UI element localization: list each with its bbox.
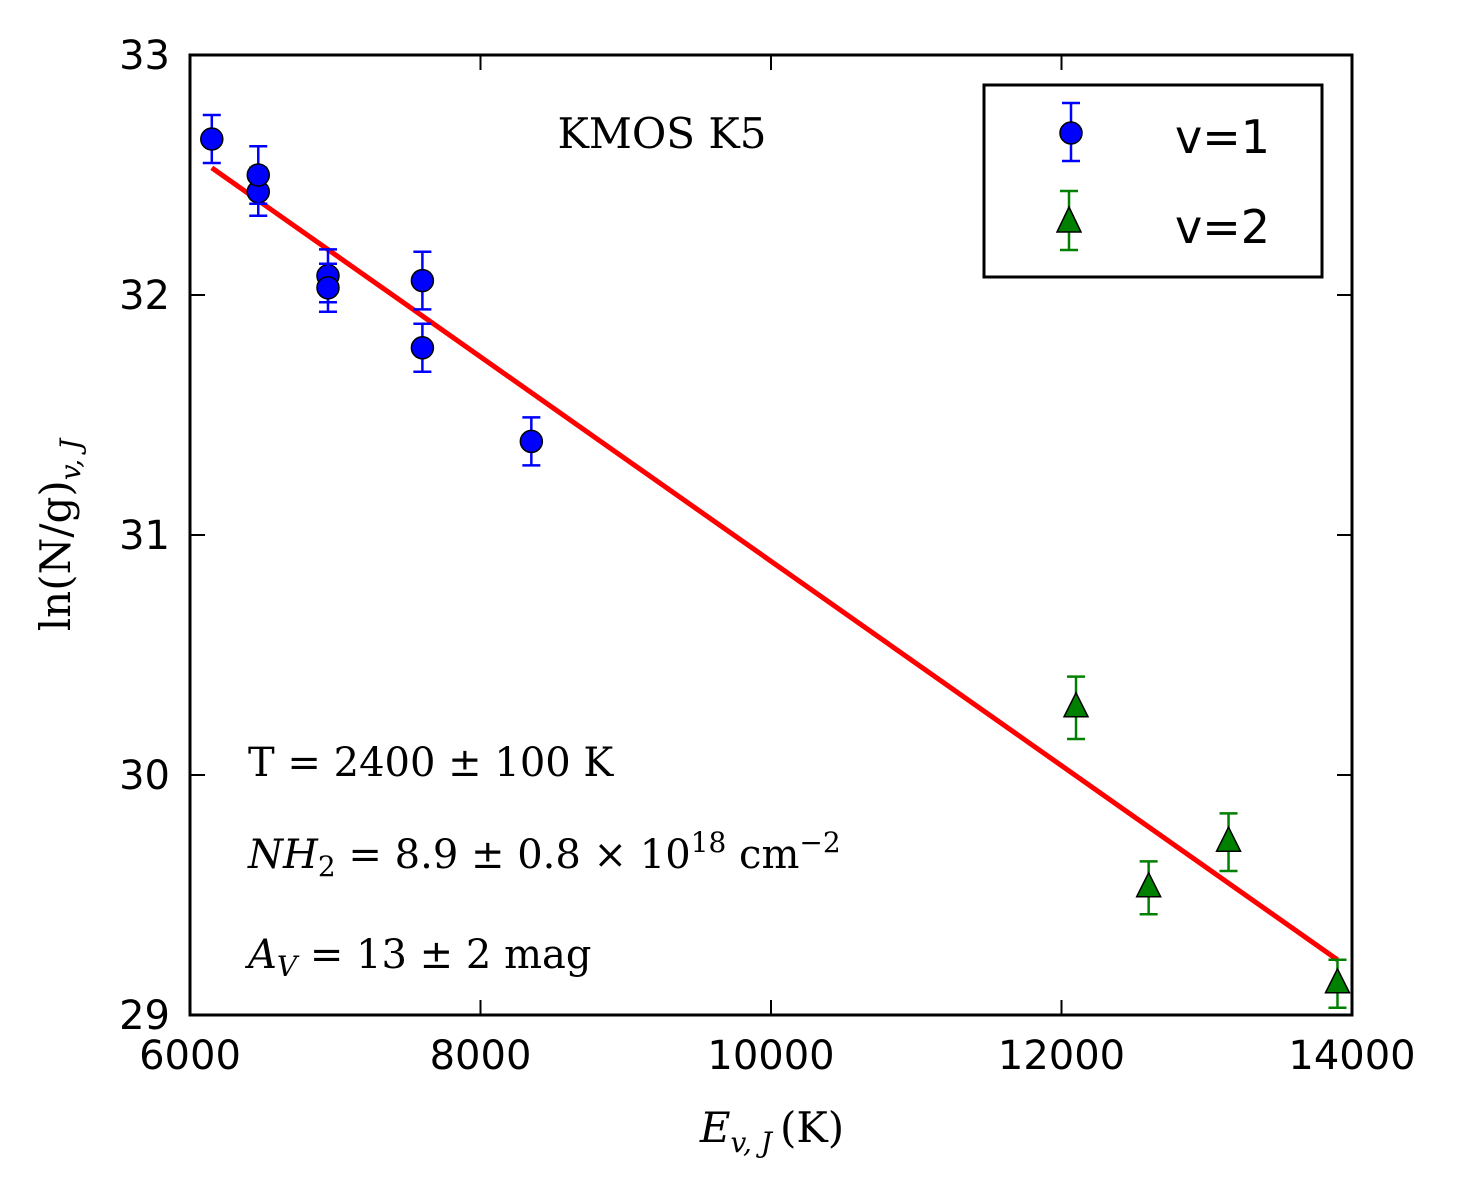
annotation-extinction: AV = 13 ± 2 mag [244, 932, 591, 983]
legend-label-v1: v=1 [1175, 110, 1270, 164]
circle-marker [410, 268, 435, 293]
y-tick-label: 30 [119, 753, 170, 799]
y-tick-label: 33 [119, 33, 170, 79]
y-tick-label: 31 [119, 513, 170, 559]
data-points-layer [200, 113, 1351, 1010]
data-point-v2 [1215, 812, 1242, 873]
legend-marker-v2 [1055, 189, 1083, 252]
x-tick-label: 12000 [998, 1033, 1125, 1079]
fit-line [210, 165, 1339, 962]
circle-marker [200, 127, 224, 151]
legend-label-v2: v=2 [1175, 200, 1270, 254]
data-point-v1 [410, 250, 435, 311]
circle-marker [246, 163, 271, 187]
circle-marker [410, 336, 435, 360]
circle-marker [519, 429, 544, 454]
triangle-marker [1062, 691, 1090, 718]
triangle-marker [1215, 825, 1242, 852]
x-tick-label: 6000 [139, 1033, 241, 1079]
data-point-v2 [1135, 860, 1162, 916]
chart-title: KMOS K5 [557, 109, 766, 158]
plot-frame [188, 53, 1354, 1017]
legend: v=1 v=2 [982, 83, 1324, 279]
data-point-v2 [1324, 958, 1351, 1010]
y-tick-label: 32 [119, 273, 170, 319]
circle-marker [316, 276, 340, 300]
legend-marker-v1 [1059, 101, 1083, 163]
annotation-column-density: NH2 = 8.9 ± 0.8 × 1018 cm−2 [247, 826, 841, 883]
x-tick-label: 8000 [430, 1033, 532, 1079]
data-point-v2 [1062, 675, 1090, 741]
data-point-v1 [410, 322, 435, 374]
x-tick-label: 10000 [707, 1033, 834, 1079]
fit-line-layer [210, 165, 1339, 962]
y-tick-label: 29 [119, 993, 170, 1039]
data-point-v1 [246, 144, 271, 206]
legend-box [982, 83, 1324, 279]
triangle-marker [1135, 871, 1162, 898]
data-point-v1 [519, 416, 544, 467]
x-tick-label: 14000 [1288, 1033, 1415, 1079]
x-axis-label: Ev, J (K) [699, 1103, 844, 1159]
annotation-temperature: T = 2400 ± 100 K [248, 740, 614, 786]
tick-labels: 6000 8000 10000 12000 14000 29 30 31 32 33 [119, 33, 1416, 1079]
y-axis-label: ln(N/g)v, J [31, 437, 87, 631]
data-point-v1 [200, 113, 224, 165]
data-point-v1 [316, 262, 340, 314]
triangle-marker [1324, 967, 1351, 994]
